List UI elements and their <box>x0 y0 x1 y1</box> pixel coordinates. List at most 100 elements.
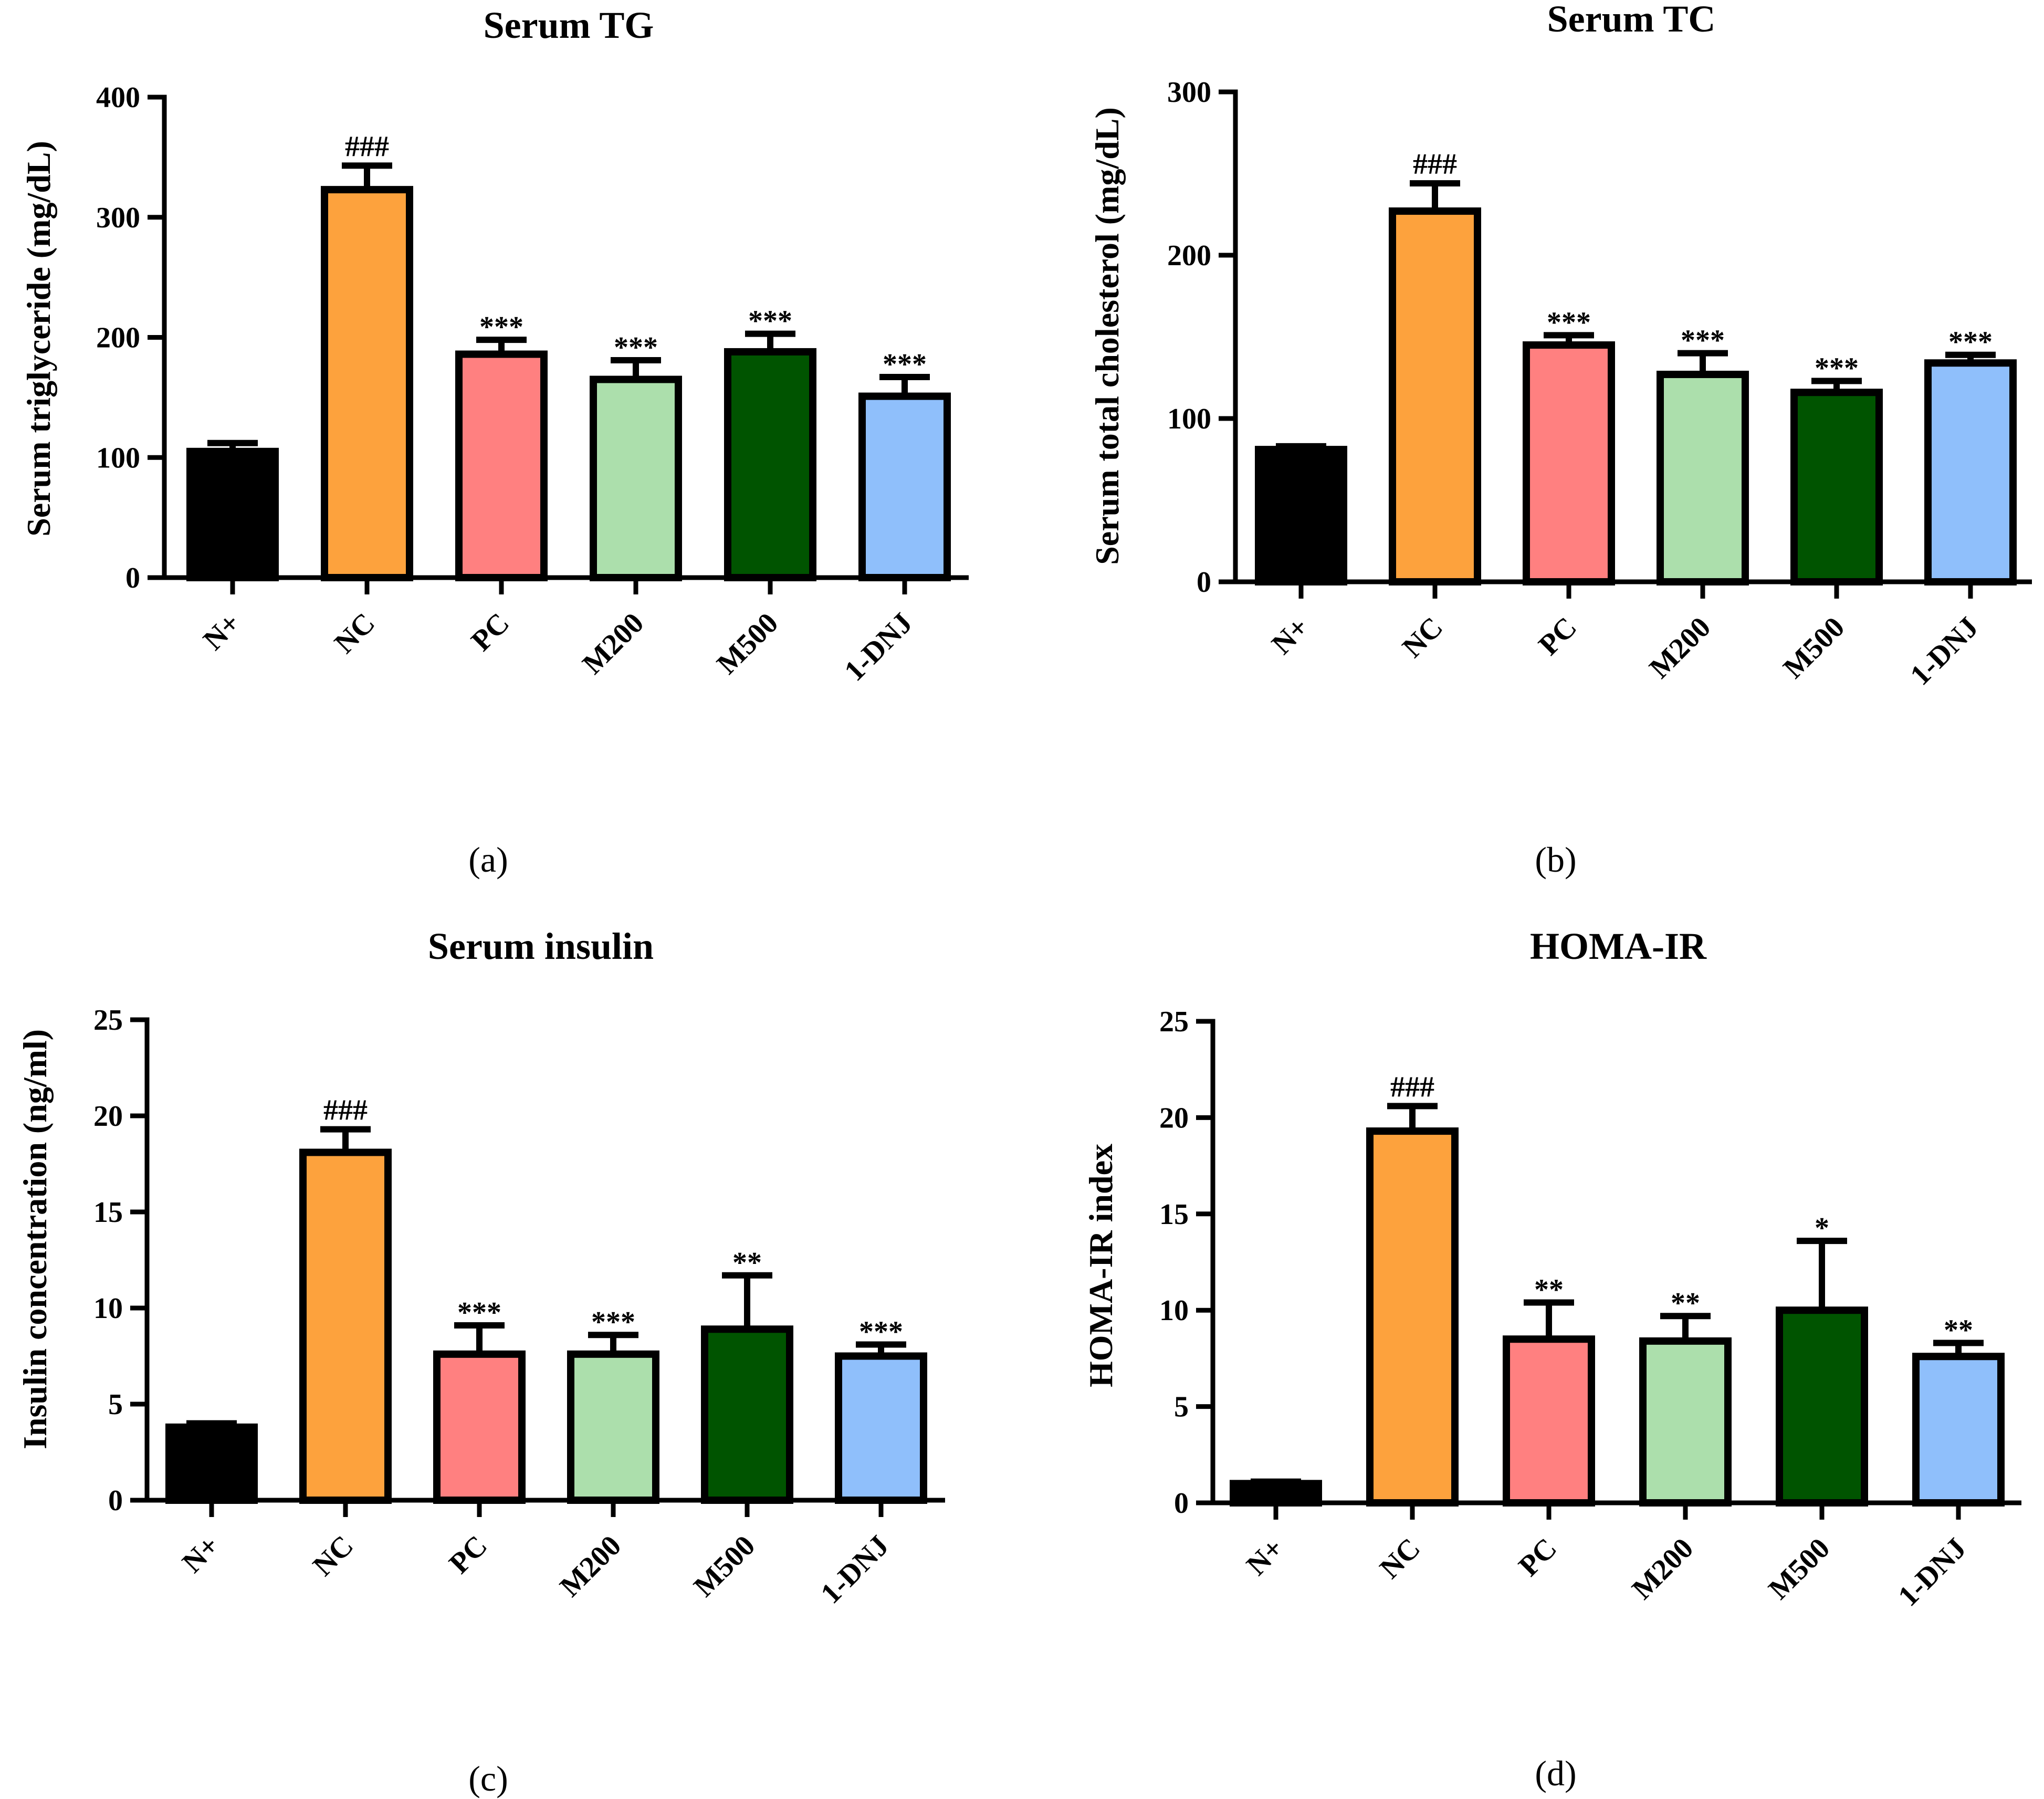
x-tick-label: M200 <box>1643 611 1717 685</box>
x-tick-label: N+ <box>1265 611 1315 661</box>
chart-title: Serum TG <box>484 4 654 46</box>
significance-marker: ** <box>732 1247 762 1279</box>
bar-m200 <box>590 375 682 581</box>
y-tick-label: 400 <box>96 81 140 114</box>
x-tick-label: PC <box>1513 1532 1564 1583</box>
y-tick-label: 20 <box>93 1100 123 1133</box>
panel-label: (c) <box>468 1759 508 1798</box>
x-tick-label: N+ <box>176 1529 226 1579</box>
significance-marker: *** <box>479 311 523 343</box>
significance-marker: * <box>1815 1212 1829 1244</box>
significance-marker: *** <box>1547 306 1591 339</box>
significance-marker: *** <box>1815 352 1859 384</box>
y-axis-label: Insulin concentration (ng/ml) <box>16 1029 54 1449</box>
significance-marker: *** <box>1681 325 1725 357</box>
bar-pc <box>455 350 548 582</box>
chart-panel-d: HOMA-IR HOMA-IR index 0 5 10 15 20 25 N+ NC ### PC *… <box>1082 925 2021 1793</box>
bar-n <box>186 447 279 581</box>
y-tick-label: 200 <box>96 322 140 354</box>
bar-1dnj <box>835 1352 927 1504</box>
y-tick-label: 10 <box>93 1292 123 1325</box>
bar-m500 <box>724 348 816 581</box>
bar-pc <box>433 1350 526 1504</box>
x-tick-label: N+ <box>1240 1532 1290 1582</box>
bar-pc <box>1523 341 1615 585</box>
significance-marker: ### <box>323 1094 368 1127</box>
bar-m200 <box>567 1350 659 1504</box>
y-tick-label: 0 <box>1197 566 1211 599</box>
chart-title: Serum insulin <box>428 925 654 967</box>
bar-m200 <box>1639 1337 1732 1507</box>
y-tick-label: 25 <box>1159 1006 1189 1038</box>
bar-pc <box>1503 1335 1595 1507</box>
y-axis-label: HOMA-IR index <box>1082 1144 1119 1387</box>
x-tick-label: N+ <box>197 606 247 656</box>
y-tick-label: 10 <box>1159 1294 1189 1327</box>
y-tick-label: 100 <box>96 442 140 474</box>
chart-title: Serum TC <box>1547 0 1716 40</box>
y-tick-label: 0 <box>125 562 140 594</box>
y-tick-label: 300 <box>1167 76 1211 109</box>
chart-title: HOMA-IR <box>1530 925 1707 967</box>
bar-1dnj <box>858 392 951 582</box>
x-tick-label: 1-DNJ <box>1892 1532 1973 1613</box>
x-tick-label: PC <box>443 1529 494 1580</box>
x-tick-label: 1-DNJ <box>814 1529 895 1610</box>
x-tick-label: NC <box>307 1529 360 1582</box>
bar-nc <box>1389 207 1481 585</box>
x-tick-label: M500 <box>1763 1532 1837 1606</box>
bar-m200 <box>1657 371 1749 586</box>
x-tick-label: 1-DNJ <box>838 606 919 687</box>
y-tick-label: 15 <box>93 1196 123 1229</box>
y-tick-label: 300 <box>96 202 140 234</box>
x-tick-label: M200 <box>576 606 651 681</box>
bar-nc <box>1366 1127 1459 1507</box>
bar-n <box>1255 446 1347 586</box>
significance-marker: ### <box>1413 148 1457 181</box>
x-tick-label: M200 <box>554 1529 628 1603</box>
panel-label: (a) <box>468 840 508 880</box>
y-tick-label: 0 <box>108 1484 123 1517</box>
x-tick-label: NC <box>1396 611 1449 664</box>
significance-marker: ** <box>1671 1287 1700 1320</box>
bar-n <box>165 1423 258 1504</box>
x-tick-label: PC <box>1533 611 1584 662</box>
significance-marker: *** <box>883 348 927 381</box>
x-tick-label: M500 <box>688 1529 762 1603</box>
bar-m500 <box>1776 1306 1868 1507</box>
significance-marker: ### <box>1390 1071 1434 1103</box>
significance-marker: ** <box>1944 1314 1973 1347</box>
significance-marker: *** <box>457 1296 501 1329</box>
significance-marker: *** <box>748 305 792 338</box>
y-axis-label: Serum triglyceride (mg/dL) <box>20 141 57 537</box>
significance-marker: *** <box>591 1306 635 1338</box>
x-tick-label: M500 <box>1777 611 1851 685</box>
panel-label: (b) <box>1535 840 1576 880</box>
chart-panel-c: Serum insulin Insulin concentration (ng/m… <box>16 925 945 1798</box>
chart-panel-a: Serum TG Serum triglyceride (mg/dL) 0 100 20… <box>20 4 969 880</box>
x-tick-label: M500 <box>711 606 785 681</box>
bar-n <box>1230 1480 1322 1507</box>
y-tick-label: 20 <box>1159 1102 1189 1134</box>
y-tick-label: 15 <box>1159 1198 1189 1231</box>
significance-marker: *** <box>859 1316 903 1348</box>
significance-marker: ** <box>1534 1274 1564 1306</box>
bar-nc <box>321 186 413 581</box>
y-tick-label: 5 <box>1174 1391 1189 1424</box>
chart-panel-b: Serum TC Serum total cholesterol (mg/dL) 0… <box>1088 0 2032 880</box>
y-tick-label: 0 <box>1174 1487 1189 1520</box>
x-tick-label: NC <box>1374 1532 1427 1585</box>
y-tick-label: 100 <box>1167 403 1211 435</box>
y-tick-label: 5 <box>108 1388 123 1421</box>
y-tick-label: 200 <box>1167 239 1211 272</box>
bar-m500 <box>1790 389 1883 585</box>
bar-1dnj <box>1912 1353 2005 1507</box>
significance-marker: ### <box>345 130 389 163</box>
x-tick-label: 1-DNJ <box>1904 611 1985 692</box>
significance-marker: *** <box>1948 326 1993 359</box>
bar-m500 <box>701 1325 793 1504</box>
bar-1dnj <box>1924 359 2017 585</box>
significance-marker: *** <box>614 331 658 364</box>
x-tick-label: PC <box>465 606 516 657</box>
